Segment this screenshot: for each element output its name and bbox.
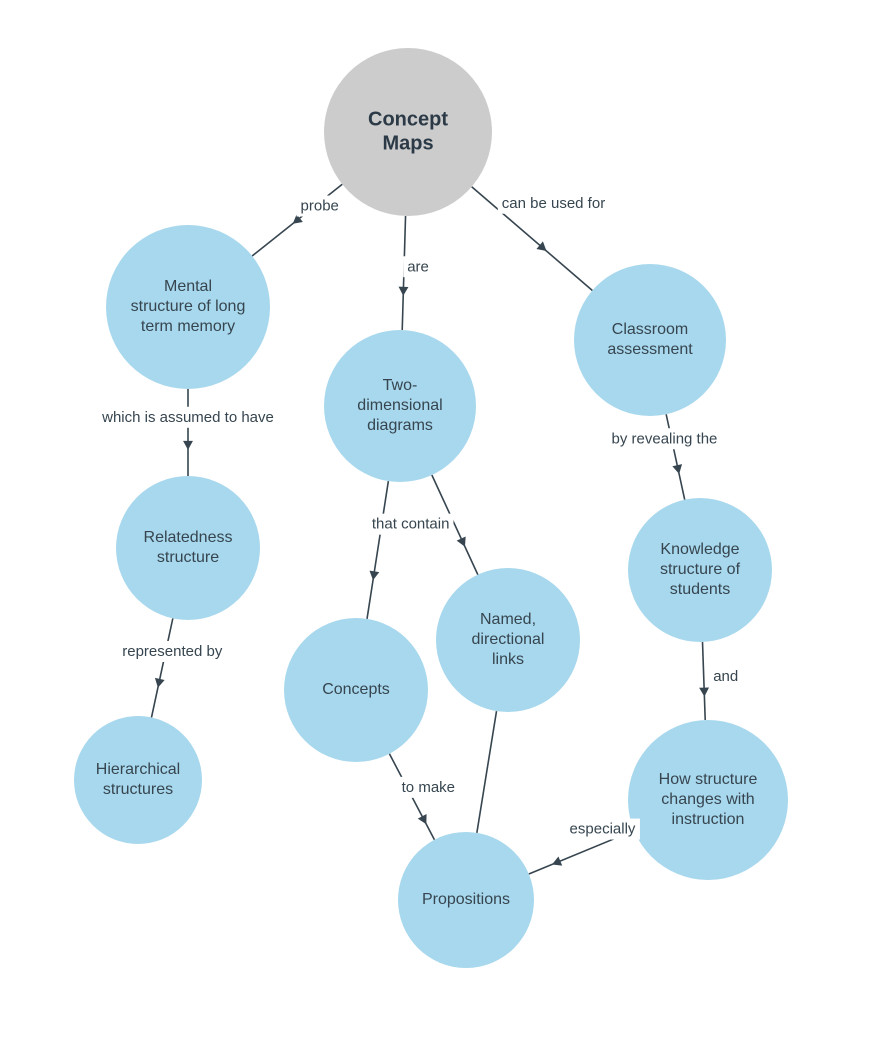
node-label: Hierarchical (96, 761, 180, 778)
node-label: dimensional (357, 397, 442, 414)
node-howstruct: How structure changes with instruction (628, 720, 788, 880)
node-label: students (670, 581, 730, 598)
node-label: structures (103, 781, 173, 798)
edge-label: that contain (372, 516, 450, 533)
node-label: assessment (607, 341, 693, 358)
node-label: structure of (660, 561, 741, 578)
node-knowledge: Knowledge structure of students (628, 498, 772, 642)
node-label: changes with (661, 791, 754, 808)
node-label: Concepts (322, 681, 390, 698)
node-propositions: Propositions (398, 832, 534, 968)
node-label: Relatedness (144, 529, 233, 546)
edge-label: are (407, 258, 429, 275)
edge-label: which is assumed to have (101, 409, 274, 426)
node-classroom: Classroom assessment (574, 264, 726, 416)
node-root: ConceptMaps (324, 48, 492, 216)
node-concepts: Concepts (284, 618, 428, 762)
node-label: Maps (382, 132, 433, 154)
edge-label: especially (570, 821, 636, 838)
node-label: instruction (672, 811, 745, 828)
node-label: Knowledge (660, 541, 739, 558)
node-label: Named, (480, 611, 536, 628)
node-label: links (492, 651, 524, 668)
node-label: structure (157, 549, 219, 566)
node-label: directional (472, 631, 545, 648)
node-relatedness: Relatedness structure (116, 476, 260, 620)
node-label: term memory (141, 318, 235, 335)
node-twodim: Two-dimensional diagrams (324, 330, 476, 482)
edge-label: probe (301, 198, 339, 215)
node-label: Propositions (422, 891, 510, 908)
node-label: How structure (659, 771, 758, 788)
node-label: Concept (368, 108, 448, 130)
edge-label: to make (402, 779, 455, 796)
node-label: diagrams (367, 417, 433, 434)
node-label: structure of long (131, 298, 246, 315)
node-mental: Mental structure of long term memory (106, 225, 270, 389)
node-label: Two- (383, 377, 418, 394)
edge-label: represented by (122, 643, 223, 660)
edge-label: and (713, 668, 738, 685)
node-named: Named, directional links (436, 568, 580, 712)
node-label: Mental (164, 278, 212, 295)
edge-label: can be used for (502, 195, 605, 212)
edge-label: by revealing the (612, 430, 718, 447)
concept-map-diagram: ConceptMaps Mental structure of long term m… (0, 0, 880, 1040)
node-hier: Hierarchical structures (74, 716, 202, 844)
node-label: Classroom (612, 321, 688, 338)
